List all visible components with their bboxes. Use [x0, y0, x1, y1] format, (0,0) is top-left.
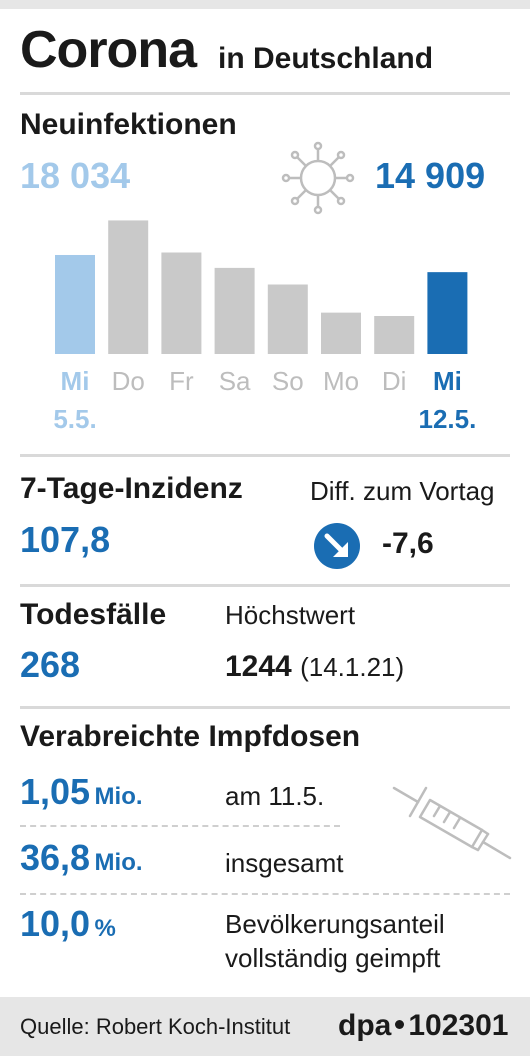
bar-chart: Mi Do Fr Sa So Mo Di Mi 5.5. 12.5. [53, 220, 476, 434]
x-tick-label: Fr [169, 366, 194, 396]
bar-6 [321, 312, 361, 354]
vaccination-value: 1,05 [20, 771, 91, 812]
bullet-icon [395, 1020, 405, 1030]
x-tick-label: So [272, 366, 304, 396]
syringe-icon [392, 786, 512, 860]
last-day-value: 14 909 [375, 155, 486, 196]
x-tick-label: Do [112, 366, 145, 396]
graphic-number: 102301 [408, 1009, 509, 1042]
deaths-heading: Todesfälle [20, 598, 167, 631]
vaccination-label: Bevölkerungsanteil [225, 909, 445, 939]
x-tick-label: Mo [323, 366, 359, 396]
dashed-divider [20, 825, 340, 827]
max-value-line: 1244 (14.1.21) [225, 648, 404, 686]
source-label: Quelle: Robert Koch-Institut [20, 1014, 291, 1039]
dpa-credit: dpa 102301 [338, 1006, 508, 1046]
vaccination-label: insgesamt [225, 848, 344, 878]
footer [0, 997, 530, 1056]
bar-5 [267, 284, 308, 354]
bar-2 [108, 220, 149, 354]
divider [20, 706, 510, 709]
bar-3 [161, 252, 202, 354]
bar-4 [214, 267, 255, 354]
x-tick-label: Mi [61, 366, 90, 396]
new-infections-heading: Neuinfektionen [20, 108, 237, 141]
vaccination-row-daily: 1,05 Mio. [20, 770, 143, 814]
page-title: Corona [20, 21, 197, 79]
brand: dpa [338, 1009, 392, 1042]
bar-8 [427, 272, 468, 354]
diff-label: Diff. zum Vortag [310, 476, 495, 506]
vaccination-unit: % [94, 915, 116, 942]
x-tick-label: Mi [433, 366, 462, 396]
top-band [0, 0, 530, 9]
vaccination-unit: Mio. [94, 783, 143, 810]
incidence-heading: 7-Tage-Inzidenz [20, 472, 243, 505]
vaccination-value: 36,8 [20, 837, 91, 878]
incidence-value: 107,8 [20, 519, 111, 560]
first-date-label: 5.5. [53, 404, 96, 434]
max-value: 1244 [225, 650, 292, 683]
x-tick-label: Di [382, 366, 407, 396]
divider [20, 584, 510, 587]
deaths-value: 268 [20, 644, 81, 685]
dashed-divider [20, 893, 510, 895]
arrow-down-right-icon [314, 523, 360, 569]
bar-7 [374, 315, 415, 354]
divider [20, 92, 510, 95]
last-date-label: 12.5. [418, 404, 476, 434]
vaccinations-heading: Verabreichte Impfdosen [20, 720, 361, 753]
diff-value: -7,6 [382, 527, 434, 560]
first-day-value: 18 034 [20, 155, 131, 196]
virus-icon [281, 141, 355, 215]
max-date: (14.1.21) [300, 652, 405, 682]
vaccination-unit: Mio. [94, 849, 143, 876]
divider [20, 454, 510, 457]
x-tick-label: Sa [219, 366, 251, 396]
vaccination-row-share: 10,0 % [20, 902, 116, 946]
vaccination-label: am 11.5. [225, 781, 325, 811]
vaccination-value: 10,0 [20, 903, 91, 944]
vaccination-row-total: 36,8 Mio. [20, 836, 143, 880]
bar-1 [55, 254, 95, 354]
max-label: Höchstwert [225, 600, 356, 630]
vaccination-label-line2: vollständig geimpft [225, 943, 441, 973]
page-subtitle: in Deutschland [218, 42, 434, 75]
